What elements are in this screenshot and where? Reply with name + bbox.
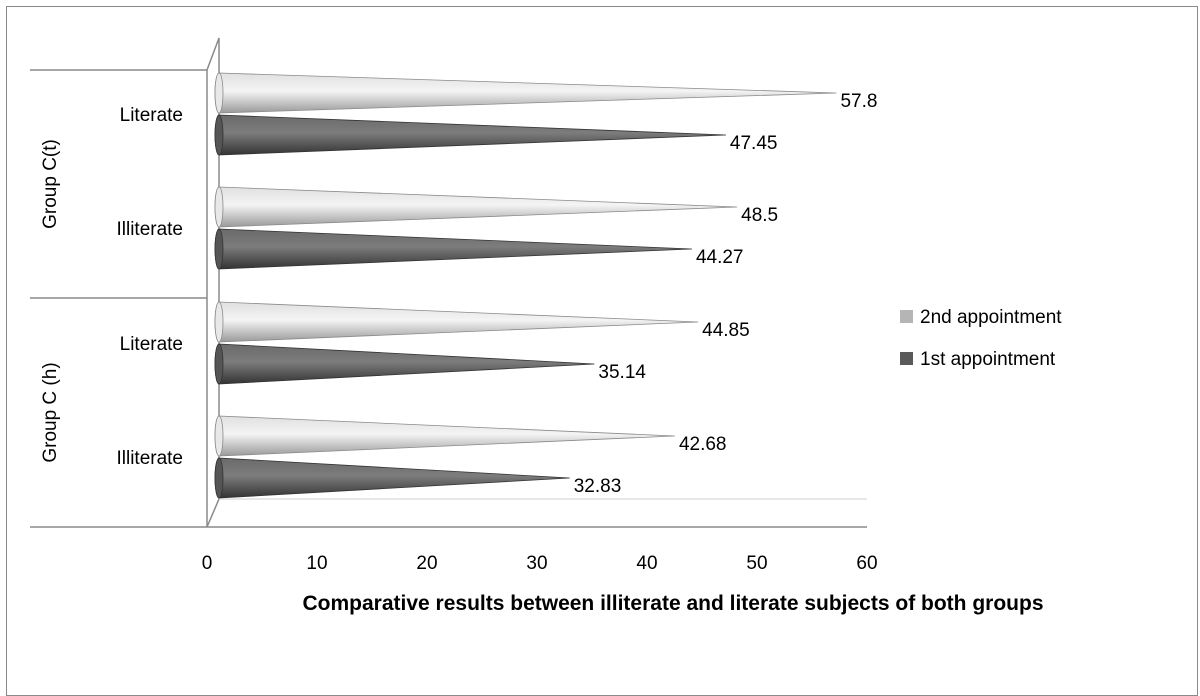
data-label-group-c-t-illiterate-2nd-appointment: 48.5 — [741, 205, 778, 226]
x-tick-label-5: 50 — [746, 553, 767, 574]
bar-group-c-h-literate-1st-appointment — [214, 343, 595, 385]
bar-base-group-c-h-illiterate-2nd-appointment — [214, 415, 224, 457]
data-label-group-c-h-illiterate-2nd-appointment: 42.68 — [679, 434, 727, 455]
legend-label-1: 1st appointment — [920, 349, 1056, 370]
legend-swatch-1 — [900, 352, 913, 365]
chart-svg: 57.8 47.45 Literate 48.5 44.27 Illiterate 44.8… — [30, 37, 1062, 615]
data-label-group-c-t-illiterate-1st-appointment: 44.27 — [696, 247, 744, 268]
category-label-0: Literate — [120, 105, 183, 126]
data-label-group-c-h-literate-1st-appointment: 35.14 — [598, 362, 646, 383]
bar-base-group-c-h-illiterate-1st-appointment — [214, 457, 224, 499]
x-tick-label-2: 20 — [416, 553, 437, 574]
category-label-2: Literate — [120, 334, 183, 355]
data-label-group-c-t-literate-1st-appointment: 47.45 — [730, 133, 778, 154]
bar-base-group-c-t-illiterate-2nd-appointment — [214, 186, 224, 228]
data-label-group-c-t-literate-2nd-appointment: 57.8 — [840, 91, 877, 112]
bar-group-c-h-literate-2nd-appointment — [214, 301, 699, 343]
x-tick-label-1: 10 — [306, 553, 327, 574]
group-label-0: Group C(t) — [40, 139, 61, 229]
bar-base-group-c-t-literate-1st-appointment — [214, 114, 224, 156]
legend-label-0: 2nd appointment — [920, 307, 1062, 328]
bar-base-group-c-h-literate-1st-appointment — [214, 343, 224, 385]
x-tick-label-6: 60 — [856, 553, 877, 574]
bar-base-group-c-t-literate-2nd-appointment — [214, 72, 224, 114]
text-layer: 57.8 47.45 Literate 48.5 44.27 Illiterate 44.8… — [40, 91, 1062, 615]
bar-group-c-t-literate-2nd-appointment — [214, 72, 837, 114]
bar-base-group-c-h-literate-2nd-appointment — [214, 301, 224, 343]
x-tick-label-4: 40 — [636, 553, 657, 574]
bar-group-c-h-illiterate-1st-appointment — [214, 457, 570, 499]
x-tick-label-3: 30 — [526, 553, 547, 574]
data-label-group-c-h-literate-2nd-appointment: 44.85 — [702, 320, 750, 341]
bar-group-c-t-literate-1st-appointment — [214, 114, 726, 156]
group-label-1: Group C (h) — [40, 362, 61, 462]
x-tick-label-0: 0 — [202, 553, 213, 574]
bar-group-c-t-illiterate-1st-appointment — [214, 228, 692, 270]
data-label-group-c-h-illiterate-1st-appointment: 32.83 — [574, 476, 622, 497]
category-label-3: Illiterate — [116, 448, 183, 469]
x-axis-title: Comparative results between illiterate a… — [303, 592, 1044, 615]
bar-group-c-h-illiterate-2nd-appointment — [214, 415, 675, 457]
bar-base-group-c-t-illiterate-1st-appointment — [214, 228, 224, 270]
legend-swatch-0 — [900, 310, 913, 323]
bar-group-c-t-illiterate-2nd-appointment — [214, 186, 738, 228]
category-label-1: Illiterate — [116, 219, 183, 240]
bars-layer — [214, 72, 837, 499]
